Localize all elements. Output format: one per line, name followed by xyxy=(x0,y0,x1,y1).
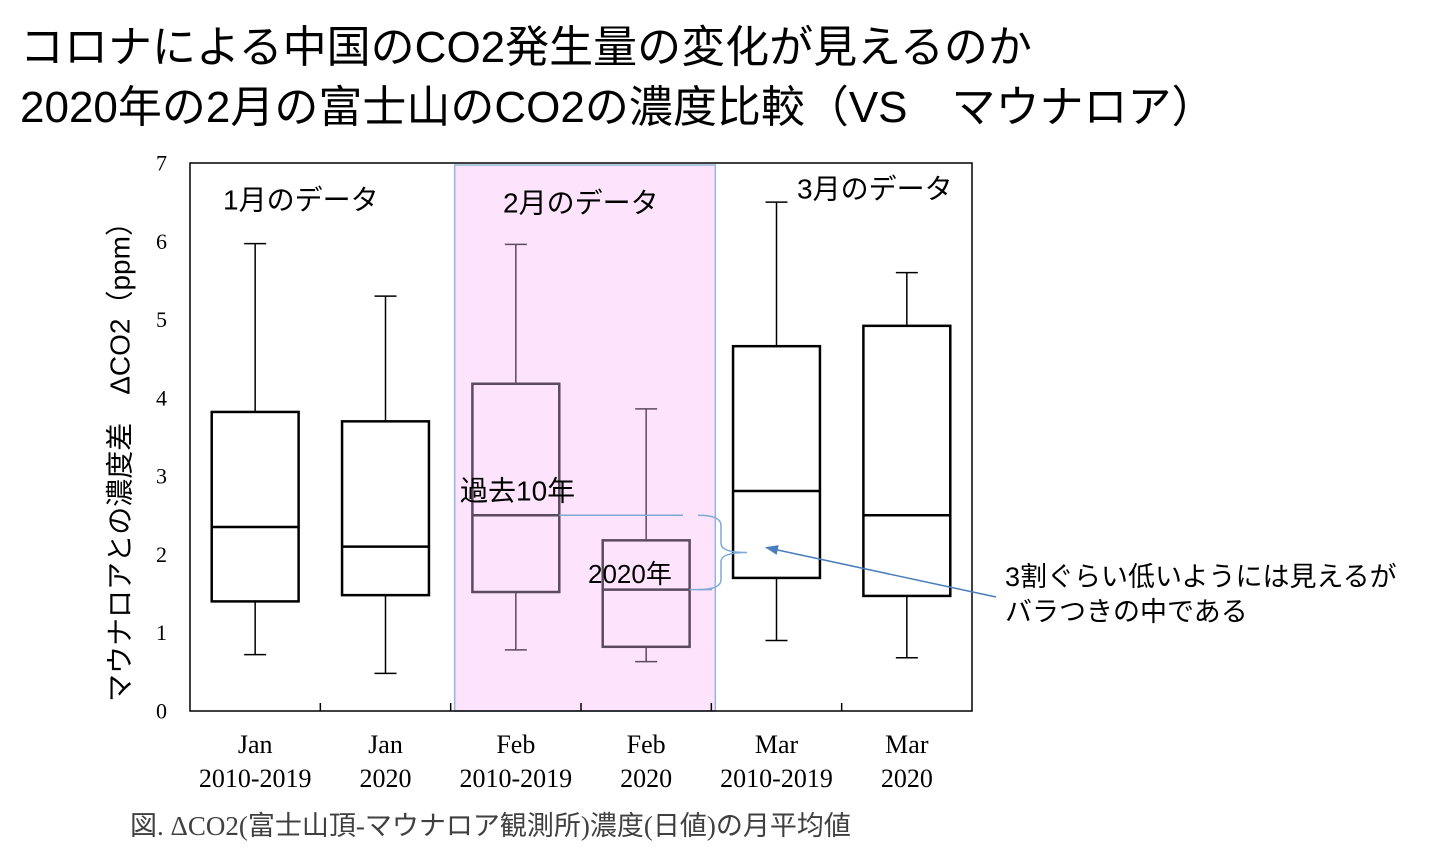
x-category-period: 2010-2019 xyxy=(199,764,312,793)
x-category-period: 2010-2019 xyxy=(720,764,833,793)
y-tick-labels: 0 1 2 3 4 5 6 7 xyxy=(156,151,167,724)
x-ticks xyxy=(319,703,843,711)
y-tick-label: 2 xyxy=(156,542,167,567)
y-tick-label: 7 xyxy=(156,151,167,176)
box-plot-item xyxy=(862,271,952,659)
y-tick-label: 6 xyxy=(156,229,167,254)
x-category-period: 2020 xyxy=(881,764,933,793)
annotation-past-label: 過去10年 xyxy=(460,476,575,507)
x-category-month: Jan xyxy=(368,730,403,759)
box-plot-item xyxy=(340,295,431,675)
annotation-lines xyxy=(559,514,997,598)
box-plot-item xyxy=(731,201,822,642)
annotation-note-line-1: 3割ぐらい低いようには見えるが xyxy=(1005,562,1397,592)
x-category-month: Mar xyxy=(755,730,799,759)
slide-title-line-2: 2020年の2月の富士山のCO2の濃度比較（VS マウナロア） xyxy=(20,83,1216,132)
y-tick-label: 5 xyxy=(156,307,167,332)
box-iqr xyxy=(340,420,431,597)
boxes xyxy=(210,201,952,675)
box-iqr xyxy=(601,539,691,649)
figure-caption: 図. ΔCO2(富士山頂-マウナロア観測所)濃度(日値)の月平均値 xyxy=(130,811,851,841)
annotation-note-line-2: バラつきの中である xyxy=(1005,597,1248,627)
group-label-jan: 1月のデータ xyxy=(223,185,379,216)
x-category-period: 2020 xyxy=(360,764,412,793)
highlight-region xyxy=(453,164,717,712)
difference-brace xyxy=(697,514,748,591)
annotation-arrow xyxy=(765,545,997,598)
y-tick-label: 1 xyxy=(156,620,167,645)
box-iqr xyxy=(862,324,952,598)
y-tick-label: 0 xyxy=(156,699,167,724)
box-iqr xyxy=(471,382,561,594)
x-category-labels: Jan 2010-2019 Jan 2020 Feb 2010-2019 Feb 2020 Ma… xyxy=(199,730,933,793)
x-category-period: 2020 xyxy=(620,764,672,793)
annotation-recent-label: 2020年 xyxy=(588,559,672,589)
box-iqr xyxy=(731,344,822,580)
y-tick-label: 4 xyxy=(156,385,167,410)
slide-title: コロナによる中国のCO2発生量の変化が見えるのか 2020年の2月の富士山のCO… xyxy=(20,18,1216,138)
group-label-mar: 3月のデータ xyxy=(797,174,953,205)
box-iqr xyxy=(210,410,300,603)
slide-title-line-1: コロナによる中国のCO2発生量の変化が見えるのか xyxy=(20,23,1032,72)
group-label-feb: 2月のデータ xyxy=(503,188,659,219)
highlight-layer xyxy=(453,164,717,712)
x-category-month: Jan xyxy=(238,730,273,759)
box-plot-item xyxy=(601,408,691,663)
x-category-month: Mar xyxy=(885,730,929,759)
y-axis-label: マウナロアとの濃度差 ΔCO2（ppm） xyxy=(105,208,136,702)
y-tick-label: 3 xyxy=(156,464,167,489)
box-plot-item xyxy=(471,243,561,651)
x-category-month: Feb xyxy=(627,730,666,759)
x-category-month: Feb xyxy=(496,730,535,759)
box-plot-item xyxy=(210,242,300,656)
x-category-period: 2010-2019 xyxy=(459,764,572,793)
